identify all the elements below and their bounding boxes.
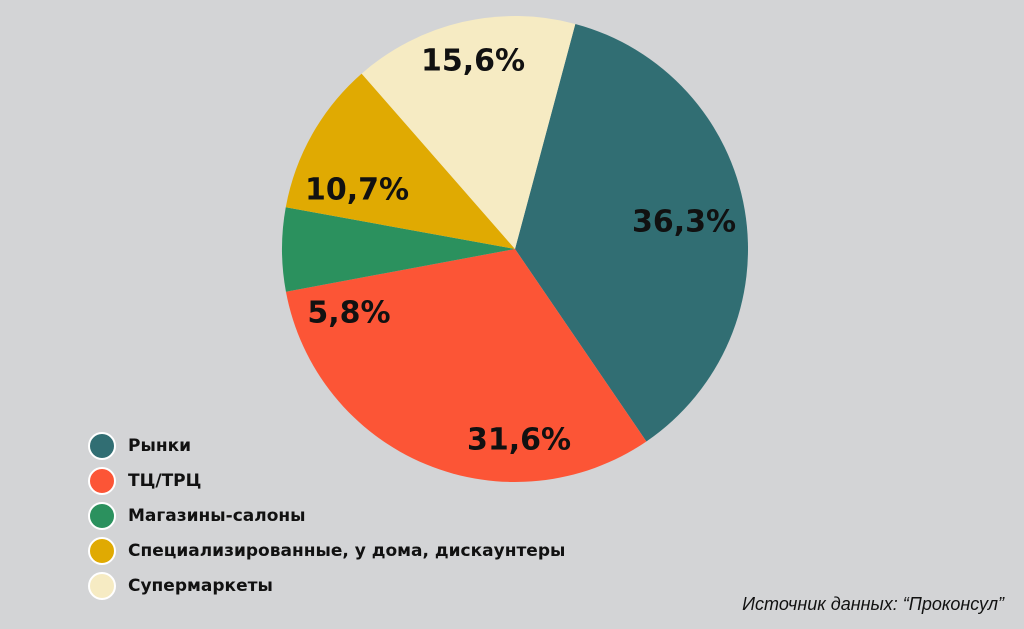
pie-slice bbox=[285, 249, 647, 483]
pie-slice bbox=[515, 23, 749, 442]
data-source-note: Источник данных: “Проконсул” bbox=[742, 594, 1004, 614]
legend-label: Рынки bbox=[128, 435, 192, 456]
pie-slice bbox=[361, 16, 576, 250]
legend: Рынки ТЦ/ТРЦ Магазины-салоны Специализир… bbox=[88, 428, 565, 603]
slice-data-label: 15,6% bbox=[421, 44, 525, 79]
legend-swatch-icon bbox=[88, 571, 116, 600]
legend-label: ТЦ/ТРЦ bbox=[128, 470, 202, 491]
legend-item-supermarkety: Супермаркеты bbox=[88, 568, 565, 603]
pie-slice bbox=[285, 73, 515, 249]
legend-swatch-icon bbox=[88, 536, 116, 565]
legend-label: Супермаркеты bbox=[128, 575, 273, 596]
legend-label: Специализированные, у дома, дискаунтеры bbox=[128, 540, 566, 561]
legend-swatch-icon bbox=[88, 466, 116, 495]
slice-data-label: 31,6% bbox=[467, 423, 571, 458]
legend-item-tc-trc: ТЦ/ТРЦ bbox=[88, 463, 565, 498]
pie-slices bbox=[282, 16, 749, 483]
slice-data-label: 10,7% bbox=[305, 173, 409, 208]
legend-item-magaziny-salony: Магазины-салоны bbox=[88, 498, 565, 533]
legend-item-specializirovannye: Специализированные, у дома, дискаунтеры bbox=[88, 533, 565, 568]
slice-data-label: 5,8% bbox=[307, 296, 390, 331]
legend-swatch-icon bbox=[88, 431, 116, 460]
slice-data-label: 36,3% bbox=[632, 205, 736, 240]
legend-swatch-icon bbox=[88, 501, 116, 530]
pie-data-labels: 36,3% 31,6% 5,8% 10,7% 15,6% bbox=[305, 44, 736, 458]
pie-slice bbox=[282, 207, 515, 292]
legend-label: Магазины-салоны bbox=[128, 505, 306, 526]
legend-item-rynki: Рынки bbox=[88, 428, 565, 463]
